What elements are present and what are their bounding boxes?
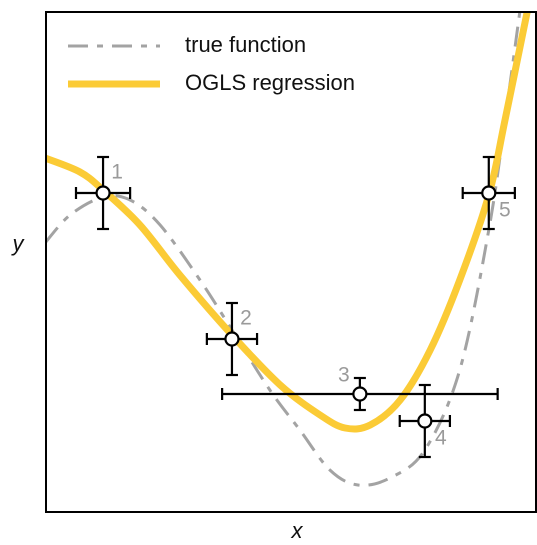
data-point [95,185,111,201]
point-label: 4 [435,427,447,450]
point-label: 2 [240,307,252,330]
x-axis-label: x [291,518,304,543]
series-line [47,13,531,433]
data-point [352,386,368,402]
series-line [47,13,522,487]
legend-label: true function [185,32,306,57]
data-point [481,185,497,201]
plot-frame [45,11,537,513]
data-point [417,413,433,429]
point-label: 3 [338,364,350,387]
y-axis-label: y [11,231,26,256]
point-label: 5 [499,199,511,222]
data-point [224,331,240,347]
point-label: 1 [111,161,123,184]
legend-label: OGLS regression [185,70,355,95]
